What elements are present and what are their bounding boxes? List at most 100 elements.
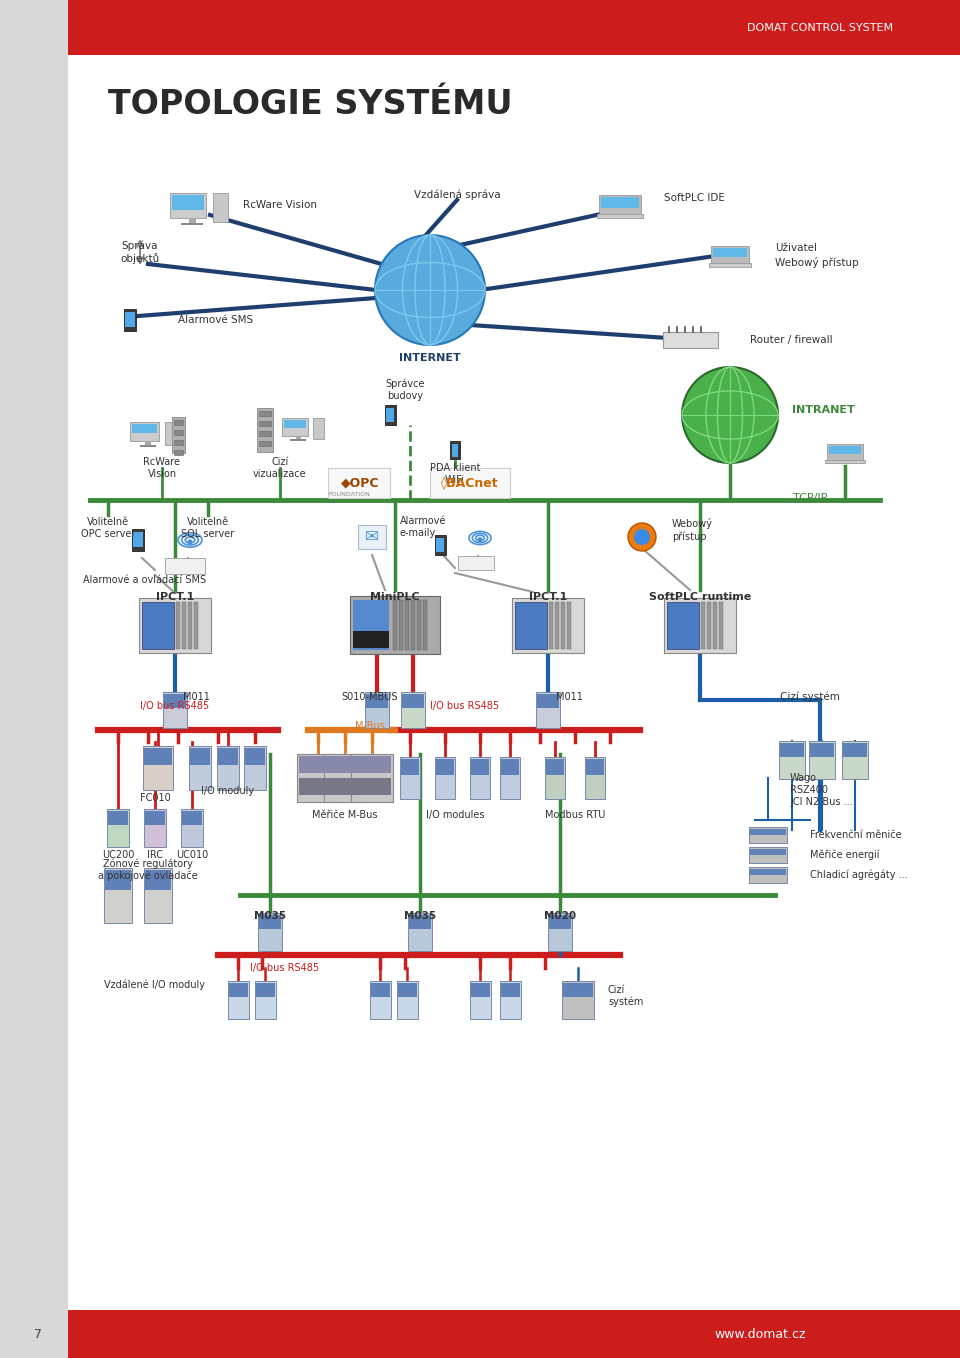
Text: INTERNET: INTERNET (399, 353, 461, 363)
Bar (282, 418, 308, 436)
Bar (188, 602, 192, 649)
Bar (195, 602, 199, 649)
Bar (172, 196, 204, 209)
Bar (68, 1310, 960, 1358)
Bar (500, 756, 520, 799)
Bar (599, 196, 641, 213)
Bar (500, 983, 519, 997)
Bar (142, 602, 175, 649)
Bar (828, 444, 863, 460)
Bar (181, 223, 203, 225)
Text: I/O modules: I/O modules (425, 809, 484, 820)
Text: M035: M035 (404, 911, 436, 921)
Bar (450, 441, 460, 459)
Bar (409, 915, 431, 929)
Bar (826, 460, 865, 463)
Bar (470, 756, 490, 799)
Bar (145, 441, 151, 445)
Text: I/O bus RS485: I/O bus RS485 (251, 963, 320, 972)
Bar (411, 600, 415, 650)
Text: TOPOLOGIE SYSTÉMU: TOPOLOGIE SYSTÉMU (108, 88, 513, 121)
Circle shape (375, 235, 485, 345)
Bar (537, 694, 559, 708)
Bar (556, 602, 560, 649)
Bar (164, 422, 177, 444)
Bar (418, 600, 421, 650)
Bar (174, 430, 182, 435)
Text: Alarmové SMS: Alarmové SMS (178, 315, 253, 325)
Bar (405, 600, 409, 650)
Text: Měřiče energií: Měřiče energií (810, 850, 879, 860)
Bar (371, 983, 390, 997)
Text: Vzdálené I/O moduly: Vzdálené I/O moduly (105, 979, 205, 990)
Bar (499, 980, 520, 1018)
Bar (536, 693, 560, 728)
Bar (586, 759, 604, 775)
Bar (144, 748, 172, 765)
Bar (228, 980, 249, 1018)
Text: INTRANET: INTRANET (792, 405, 854, 416)
Bar (719, 602, 724, 649)
Text: SoftPLC IDE: SoftPLC IDE (664, 193, 725, 202)
Text: PDA klient
WiFi: PDA klient WiFi (430, 463, 480, 485)
Text: Alarmové
e-maily: Alarmové e-maily (400, 516, 446, 538)
Bar (353, 756, 391, 773)
Text: I/O bus RS485: I/O bus RS485 (430, 701, 499, 712)
Bar (174, 449, 182, 455)
Bar (708, 263, 751, 268)
Bar (297, 754, 339, 803)
Text: Cizí systém: Cizí systém (780, 691, 840, 702)
Bar (104, 868, 132, 922)
Bar (399, 600, 403, 650)
Text: UC200: UC200 (102, 850, 134, 860)
Text: IPCT.1: IPCT.1 (529, 592, 567, 602)
Bar (750, 849, 786, 856)
Bar (515, 602, 547, 649)
Bar (810, 743, 834, 758)
Bar (402, 694, 424, 708)
Bar (105, 869, 131, 891)
Bar (228, 983, 248, 997)
Bar (749, 866, 787, 883)
Bar (255, 983, 275, 997)
Bar (177, 602, 180, 649)
Bar (662, 331, 717, 348)
Bar (400, 756, 420, 799)
Bar (842, 741, 868, 779)
Bar (430, 469, 510, 498)
Circle shape (628, 523, 656, 551)
Bar (259, 411, 271, 417)
Bar (397, 983, 417, 997)
Text: Wago: Wago (790, 773, 817, 784)
Bar (188, 217, 196, 223)
Text: M011: M011 (183, 693, 210, 702)
Bar (562, 980, 594, 1018)
Bar (139, 598, 211, 652)
Bar (458, 555, 494, 570)
Text: Uživatel: Uživatel (775, 243, 817, 253)
Bar (107, 809, 129, 847)
Text: JCI N2 Bus ...: JCI N2 Bus ... (790, 797, 852, 807)
Bar (350, 596, 440, 655)
Text: Volitelně
OPC server: Volitelně OPC server (81, 517, 135, 539)
Bar (470, 983, 490, 997)
Bar (181, 809, 203, 847)
Bar (108, 811, 128, 826)
Bar (68, 0, 960, 56)
Bar (408, 913, 432, 951)
Bar (258, 913, 282, 951)
Bar (370, 980, 391, 1018)
Bar (313, 418, 324, 439)
Bar (259, 421, 271, 426)
Bar (567, 602, 571, 649)
Bar (254, 980, 276, 1018)
Bar (548, 913, 572, 951)
Text: Webowý
přístup: Webowý přístup (672, 519, 713, 542)
Text: Router / firewall: Router / firewall (750, 335, 832, 345)
Bar (702, 602, 706, 649)
Text: ◆OPC: ◆OPC (341, 477, 379, 489)
Bar (257, 409, 273, 452)
Bar (401, 759, 419, 775)
Bar (713, 602, 717, 649)
Text: Vzdálená správa: Vzdálená správa (414, 190, 500, 200)
